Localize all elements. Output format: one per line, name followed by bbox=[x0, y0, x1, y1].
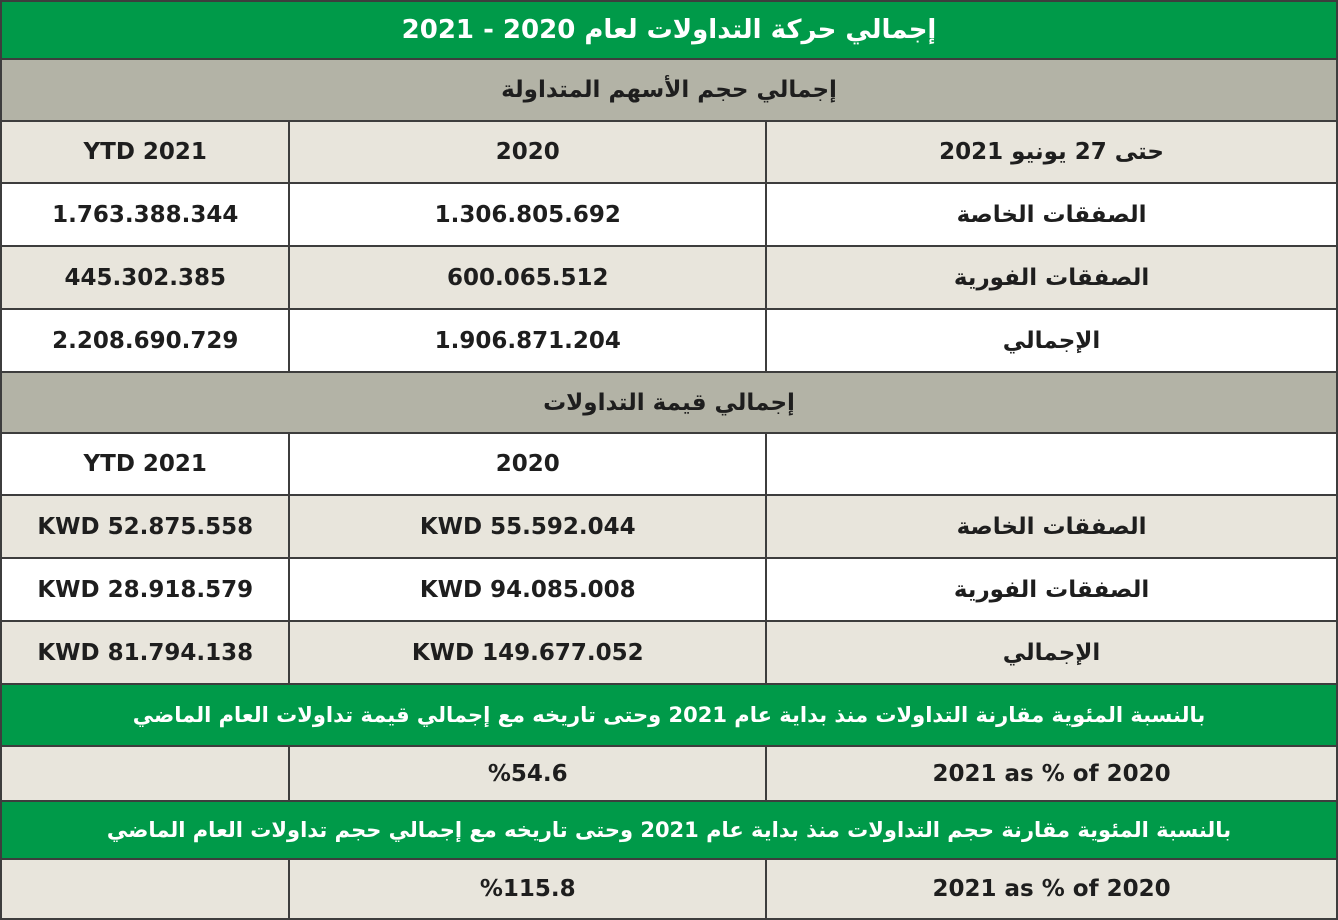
table-row: KWD 52.875.558 KWD 55.592.044 الصفقات ال… bbox=[0, 494, 1338, 559]
table-row: 2.208.690.729 1.906.871.204 الإجمالي bbox=[0, 308, 1338, 373]
cell-ytd: KWD 52.875.558 bbox=[0, 494, 291, 559]
cell-ytd: KWD 28.918.579 bbox=[0, 557, 291, 622]
table-row: %54.6 2021 as % of 2020 bbox=[0, 745, 1338, 802]
table-row: %115.8 2021 as % of 2020 bbox=[0, 858, 1338, 920]
cell-ytd: 1.763.388.344 bbox=[0, 182, 291, 247]
col-header-ytd: YTD 2021 bbox=[0, 432, 291, 496]
row-label: الصفقات الفورية bbox=[765, 245, 1338, 310]
cell-percentage: %115.8 bbox=[288, 858, 768, 920]
table-row: KWD 28.918.579 KWD 94.085.008 الصفقات ال… bbox=[0, 557, 1338, 622]
row-label: الإجمالي bbox=[765, 308, 1338, 373]
row-label: الصفقات الخاصة bbox=[765, 494, 1338, 559]
cell-2020: 1.306.805.692 bbox=[288, 182, 768, 247]
col-header-ytd: YTD 2021 bbox=[0, 120, 291, 184]
section-value: إجمالي قيمة التداولات bbox=[0, 371, 1338, 434]
cell-2020: KWD 94.085.008 bbox=[288, 557, 768, 622]
cell-2020: KWD 55.592.044 bbox=[288, 494, 768, 559]
cell-ytd: 445.302.385 bbox=[0, 245, 291, 310]
header-row: YTD 2021 2020 حتى 27 يونيو 2021 bbox=[0, 120, 1338, 184]
row-label: 2021 as % of 2020 bbox=[765, 858, 1338, 920]
section-volume: إجمالي حجم الأسهم المتداولة bbox=[0, 58, 1338, 122]
cell-2020: 1.906.871.204 bbox=[288, 308, 768, 373]
col-header-label: حتى 27 يونيو 2021 bbox=[765, 120, 1338, 184]
col-header-2020: 2020 bbox=[288, 432, 768, 496]
cell-2020: 600.065.512 bbox=[288, 245, 768, 310]
col-header-label bbox=[765, 432, 1338, 496]
table-row: 445.302.385 600.065.512 الصفقات الفورية bbox=[0, 245, 1338, 310]
cell-ytd: KWD 81.794.138 bbox=[0, 620, 291, 685]
cell-empty bbox=[0, 858, 291, 920]
table-row: KWD 81.794.138 KWD 149.677.052 الإجمالي bbox=[0, 620, 1338, 685]
row-label: الصفقات الفورية bbox=[765, 557, 1338, 622]
row-label: الصفقات الخاصة bbox=[765, 182, 1338, 247]
table-row: 1.763.388.344 1.306.805.692 الصفقات الخا… bbox=[0, 182, 1338, 247]
cell-empty bbox=[0, 745, 291, 802]
cell-2020: KWD 149.677.052 bbox=[288, 620, 768, 685]
col-header-2020: 2020 bbox=[288, 120, 768, 184]
table-title: إجمالي حركة التداولات لعام 2020 - 2021 bbox=[0, 0, 1338, 60]
comparison-note-volume: بالنسبة المئوية مقارنة حجم التداولات منذ… bbox=[0, 800, 1338, 860]
cell-ytd: 2.208.690.729 bbox=[0, 308, 291, 373]
row-label: 2021 as % of 2020 bbox=[765, 745, 1338, 802]
header-row: YTD 2021 2020 bbox=[0, 432, 1338, 496]
cell-percentage: %54.6 bbox=[288, 745, 768, 802]
comparison-note-value: بالنسبة المئوية مقارنة التداولات منذ بدا… bbox=[0, 683, 1338, 747]
row-label: الإجمالي bbox=[765, 620, 1338, 685]
